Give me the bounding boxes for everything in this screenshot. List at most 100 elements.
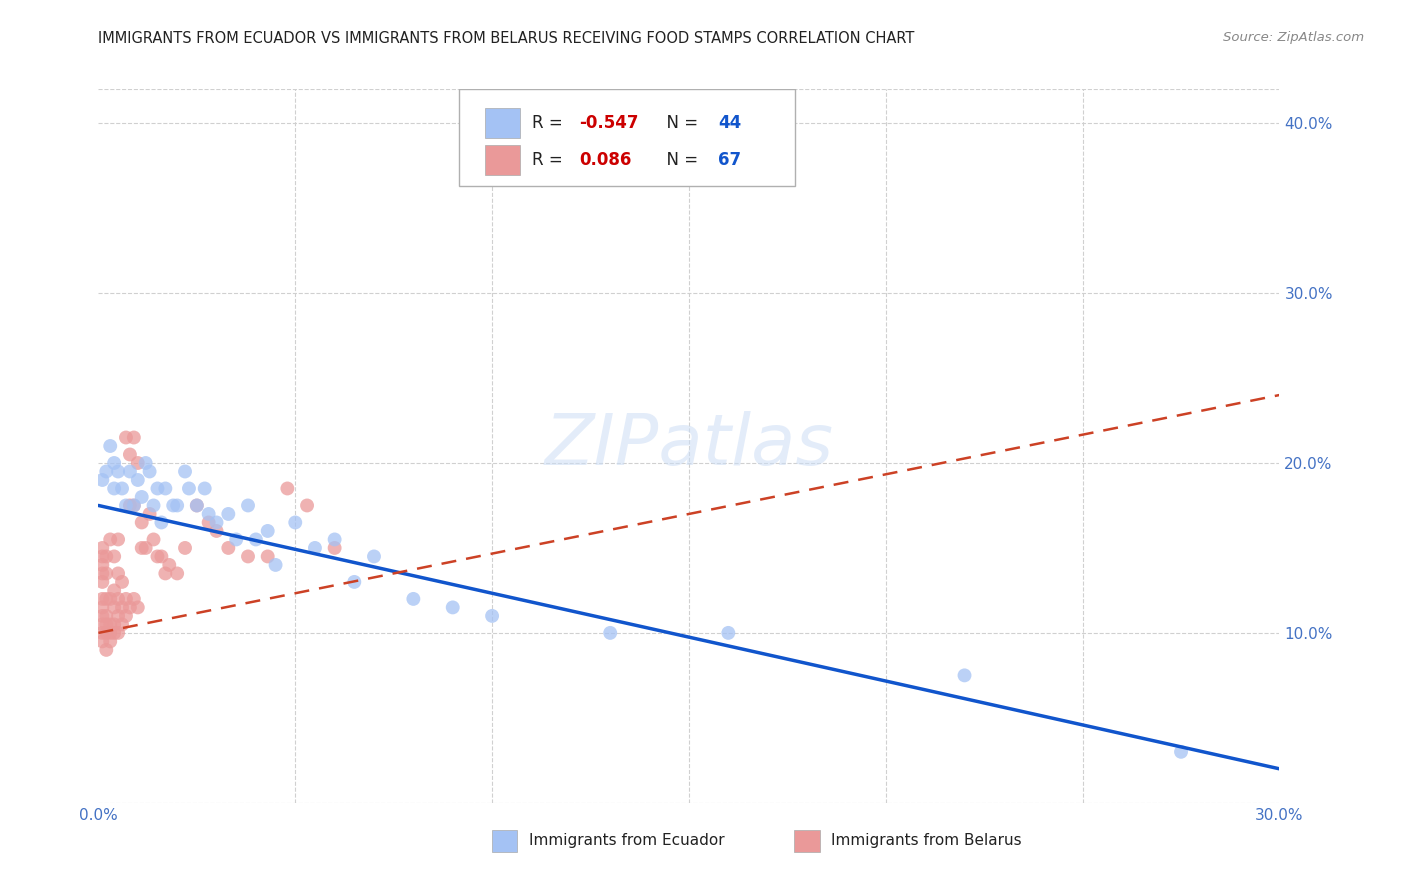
- Text: IMMIGRANTS FROM ECUADOR VS IMMIGRANTS FROM BELARUS RECEIVING FOOD STAMPS CORRELA: IMMIGRANTS FROM ECUADOR VS IMMIGRANTS FR…: [98, 31, 915, 46]
- Point: [127, 456, 149, 470]
- Point: [111, 617, 134, 632]
- Point: [111, 482, 134, 496]
- Point: [264, 558, 287, 572]
- Point: [91, 608, 114, 623]
- Point: [111, 574, 134, 589]
- Point: [138, 507, 160, 521]
- Point: [107, 608, 129, 623]
- Point: [118, 448, 141, 462]
- Point: [91, 617, 114, 632]
- Point: [174, 465, 197, 479]
- Point: [236, 499, 259, 513]
- Point: [131, 541, 153, 555]
- Point: [122, 499, 145, 513]
- Point: [96, 626, 118, 640]
- Point: [953, 668, 976, 682]
- Point: [91, 600, 114, 615]
- Point: [162, 499, 184, 513]
- Point: [481, 608, 503, 623]
- Point: [599, 626, 621, 640]
- Point: [295, 499, 318, 513]
- Point: [96, 608, 118, 623]
- Point: [245, 533, 267, 547]
- Point: [91, 549, 114, 564]
- Point: [107, 626, 129, 640]
- Point: [217, 541, 239, 555]
- Point: [118, 600, 141, 615]
- Point: [135, 456, 157, 470]
- Text: 0.086: 0.086: [579, 152, 631, 169]
- Point: [146, 482, 169, 496]
- Point: [107, 591, 129, 606]
- Point: [225, 533, 247, 547]
- Point: [155, 482, 177, 496]
- Point: [91, 626, 114, 640]
- Point: [155, 566, 177, 581]
- Point: [98, 617, 121, 632]
- Point: [236, 549, 259, 564]
- Point: [103, 617, 125, 632]
- Point: [177, 482, 200, 496]
- Text: Immigrants from Ecuador: Immigrants from Ecuador: [529, 833, 724, 848]
- Point: [142, 499, 165, 513]
- Point: [150, 516, 173, 530]
- Point: [91, 558, 114, 572]
- Point: [91, 473, 114, 487]
- Point: [127, 600, 149, 615]
- Point: [96, 617, 118, 632]
- Point: [205, 516, 228, 530]
- Point: [197, 516, 219, 530]
- Point: [118, 465, 141, 479]
- Bar: [485, 108, 520, 137]
- Point: [98, 626, 121, 640]
- Point: [127, 473, 149, 487]
- Point: [194, 482, 217, 496]
- Point: [107, 533, 129, 547]
- Point: [91, 574, 114, 589]
- Point: [91, 541, 114, 555]
- Point: [91, 634, 114, 648]
- Point: [98, 634, 121, 648]
- Point: [96, 643, 118, 657]
- Point: [166, 566, 188, 581]
- Point: [197, 507, 219, 521]
- Point: [122, 430, 145, 444]
- Point: [103, 549, 125, 564]
- Point: [111, 600, 134, 615]
- Point: [115, 430, 138, 444]
- Point: [217, 507, 239, 521]
- Point: [135, 541, 157, 555]
- Point: [1170, 745, 1192, 759]
- FancyBboxPatch shape: [458, 89, 796, 186]
- Point: [256, 549, 278, 564]
- Point: [138, 465, 160, 479]
- Text: N =: N =: [655, 152, 703, 169]
- Point: [98, 591, 121, 606]
- Point: [115, 591, 138, 606]
- Bar: [485, 145, 520, 176]
- Point: [96, 591, 118, 606]
- Point: [103, 626, 125, 640]
- Point: [157, 558, 180, 572]
- Point: [402, 591, 425, 606]
- Text: R =: R =: [531, 152, 574, 169]
- Point: [717, 626, 740, 640]
- Text: 67: 67: [718, 152, 741, 169]
- Text: ZIPatlas: ZIPatlas: [544, 411, 834, 481]
- Point: [91, 566, 114, 581]
- Point: [98, 533, 121, 547]
- Point: [256, 524, 278, 538]
- Text: -0.547: -0.547: [579, 113, 638, 132]
- Point: [304, 541, 326, 555]
- Point: [205, 524, 228, 538]
- Point: [96, 549, 118, 564]
- Point: [96, 465, 118, 479]
- Point: [107, 566, 129, 581]
- Point: [91, 591, 114, 606]
- Point: [103, 456, 125, 470]
- Point: [115, 608, 138, 623]
- Point: [131, 516, 153, 530]
- Text: 44: 44: [718, 113, 742, 132]
- Point: [343, 574, 366, 589]
- Text: N =: N =: [655, 113, 703, 132]
